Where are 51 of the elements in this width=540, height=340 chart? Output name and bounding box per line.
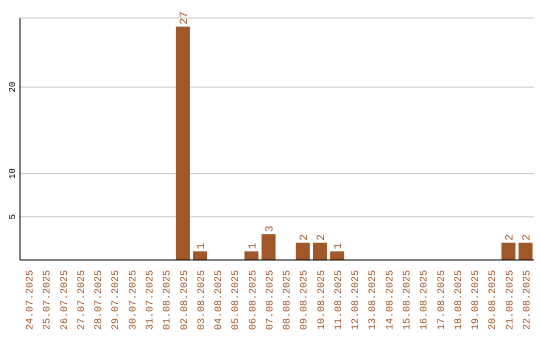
data-label: 1	[196, 242, 208, 250]
bar	[518, 242, 533, 260]
x-tick-label: 25.07.2025	[42, 270, 54, 330]
x-tick-label: 12.08.2025	[351, 270, 362, 330]
y-tick-label: 20	[8, 82, 18, 93]
x-tick-label: 22.08.2025	[522, 270, 534, 330]
x-tick-label: 02.08.2025	[180, 270, 191, 330]
data-label: 2	[522, 234, 534, 241]
x-tick-label: 14.08.2025	[385, 270, 396, 330]
y-tick-label: 10	[8, 168, 18, 179]
x-tick-label: 27.07.2025	[76, 270, 88, 330]
x-tick-label: 28.07.2025	[94, 270, 106, 330]
data-label: 27	[178, 11, 191, 25]
x-tick-label: 21.08.2025	[505, 270, 516, 330]
bar	[176, 26, 190, 260]
data-label: 2	[316, 234, 328, 241]
x-tick-label: 18.08.2025	[454, 270, 465, 330]
x-tick-label: 19.08.2025	[471, 270, 482, 330]
bar	[312, 242, 327, 260]
x-tick-label: 05.08.2025	[231, 270, 242, 330]
y-tick-label: 5	[8, 214, 18, 220]
x-tick-label: 30.07.2025	[128, 270, 140, 330]
bar	[330, 251, 344, 260]
data-label: 1	[333, 242, 346, 250]
data-label: 1	[247, 242, 260, 250]
bar	[193, 251, 208, 260]
x-tick-label: 08.08.2025	[282, 270, 294, 330]
x-tick-label: 20.08.2025	[488, 270, 500, 330]
data-label: 3	[264, 225, 277, 232]
x-tick-label: 13.08.2025	[368, 270, 380, 330]
x-tick-label: 26.07.2025	[60, 270, 71, 330]
x-tick-label: 10.08.2025	[316, 270, 328, 330]
x-tick-label: 07.08.2025	[265, 270, 276, 330]
x-tick-label: 16.08.2025	[420, 270, 431, 330]
bar	[244, 251, 258, 260]
x-tick-label: 06.08.2025	[248, 270, 260, 330]
x-tick-label: 09.08.2025	[300, 270, 311, 330]
bar	[262, 234, 276, 260]
x-tick-label: 24.07.2025	[26, 270, 37, 330]
x-tick-label: 11.08.2025	[334, 270, 345, 330]
x-tick-label: 04.08.2025	[214, 270, 226, 330]
x-tick-label: 03.08.2025	[196, 270, 208, 330]
x-tick-label: 17.08.2025	[436, 270, 448, 330]
bar	[501, 242, 516, 260]
bar	[296, 242, 310, 260]
x-tick-label: 01.08.2025	[162, 270, 174, 330]
x-tick-label: 15.08.2025	[402, 270, 414, 330]
data-label: 2	[298, 234, 311, 241]
x-tick-label: 31.07.2025	[146, 270, 156, 330]
x-tick-label: 29.07.2025	[111, 270, 122, 330]
data-label: 2	[504, 234, 516, 241]
